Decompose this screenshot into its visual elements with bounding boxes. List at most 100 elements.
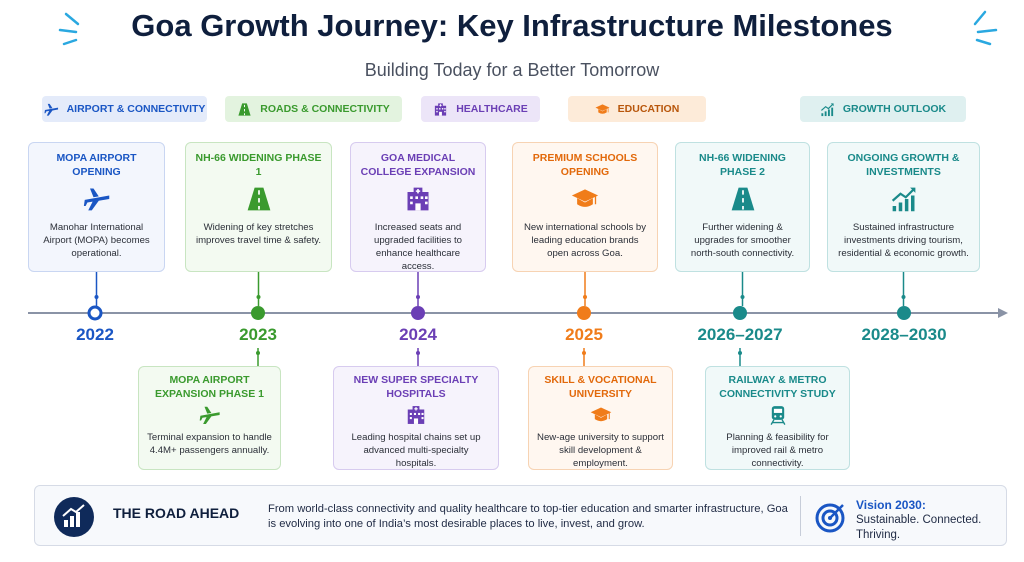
card-icon (194, 181, 323, 217)
milestone-card: MOPA AIRPORT EXPANSION PHASE 1 Terminal e… (138, 366, 281, 470)
legend-pill: GROWTH OUTLOOK (800, 96, 966, 122)
sparkle-right (973, 10, 998, 46)
card-icon (537, 401, 664, 429)
card-title: SKILL & VOCATIONAL UNIVERSITY (544, 374, 657, 400)
connector-dot (256, 351, 260, 355)
card-text: Widening of key stretches improves trave… (195, 222, 322, 246)
train-icon (770, 406, 785, 425)
card-text: Increased seats and upgraded facilities … (374, 222, 462, 272)
legend-pill: AIRPORT & CONNECTIVITY (42, 96, 207, 122)
connector-dot (416, 295, 420, 299)
card-icon (342, 401, 490, 429)
card-icon (714, 401, 841, 429)
card-icon (836, 181, 971, 217)
year-label: 2028–2030 (861, 325, 947, 344)
card-title: MOPA AIRPORT OPENING (56, 152, 137, 178)
card-title: NEW SUPER SPECIALTY HOSPITALS (353, 374, 479, 400)
milestone-card: NH-66 WIDENING PHASE 2 Further widening &… (675, 142, 810, 272)
legend-label: HEALTHCARE (456, 103, 528, 115)
plane-icon (199, 406, 220, 424)
cap-icon (595, 103, 610, 114)
year-label: 2023 (239, 325, 277, 344)
year-label: 2025 (565, 325, 603, 344)
card-text: Planning & feasibility for improved rail… (726, 432, 829, 469)
card-text: New-age university to support skill deve… (537, 432, 664, 469)
card-title: NH-66 WIDENING PHASE 1 (195, 152, 322, 178)
road-icon (731, 187, 754, 211)
legend-pill: HEALTHCARE (421, 96, 540, 122)
card-icon (521, 181, 649, 217)
card-title: ONGOING GROWTH & INVESTMENTS (847, 152, 960, 178)
milestone-card: PREMIUM SCHOOLS OPENING New international… (512, 142, 658, 272)
year-label: 2022 (76, 325, 114, 344)
connector-dot (740, 295, 745, 299)
milestone-card: NH-66 WIDENING PHASE 1 Widening of key st… (185, 142, 332, 272)
sparkle-left (58, 12, 80, 46)
card-text: Leading hospital chains set up advanced … (351, 432, 481, 469)
timeline-node (897, 306, 911, 320)
hospital-icon (435, 102, 447, 116)
milestone-card: MOPA AIRPORT OPENING Manohar Internationa… (28, 142, 165, 272)
card-icon (37, 181, 156, 217)
vision-icon (815, 503, 845, 533)
milestone-card: NEW SUPER SPECIALTY HOSPITALS Leading hos… (333, 366, 499, 470)
year-label: 2026–2027 (697, 325, 783, 344)
vision-text: Sustainable. Connected. Thriving. (856, 514, 982, 541)
connector-dot (256, 295, 261, 299)
card-text: Further widening & upgrades for smoother… (690, 222, 795, 259)
chart-icon (891, 187, 915, 212)
legend-pill: ROADS & CONNECTIVITY (225, 96, 402, 122)
milestone-card: ONGOING GROWTH & INVESTMENTS Sustained in… (827, 142, 980, 272)
footer-text: From world-class connectivity and qualit… (268, 503, 788, 530)
hospital-icon (407, 187, 429, 211)
timeline-node (733, 306, 747, 320)
card-title: PREMIUM SCHOOLS OPENING (532, 152, 638, 178)
cap-icon (571, 189, 599, 207)
card-text: Manohar International Airport (MOPA) bec… (43, 222, 150, 259)
road-icon (247, 187, 270, 211)
plane-icon (44, 103, 58, 116)
connector-dot (416, 351, 420, 355)
timeline-node (577, 306, 591, 320)
chart-icon (820, 102, 834, 116)
connector-dot (901, 295, 906, 299)
card-icon (684, 181, 801, 217)
card-text: New international schools by leading edu… (523, 222, 647, 259)
connector-dot (738, 351, 742, 355)
card-icon (359, 181, 477, 217)
card-title: GOA MEDICAL COLLEGE EXPANSION (360, 152, 476, 178)
card-icon (147, 401, 272, 429)
legend-pill: EDUCATION (568, 96, 706, 122)
hospital-icon (407, 406, 425, 424)
year-label: 2024 (399, 325, 437, 344)
legend-label: AIRPORT & CONNECTIVITY (66, 103, 206, 115)
footer-heading: THE ROAD AHEAD (113, 505, 240, 521)
connector-dot (582, 351, 586, 355)
card-title: NH-66 WIDENING PHASE 2 (699, 152, 786, 178)
milestone-card: GOA MEDICAL COLLEGE EXPANSION Increased s… (350, 142, 486, 272)
card-title: RAILWAY & METRO CONNECTIVITY STUDY (719, 374, 836, 400)
road-icon (238, 102, 251, 116)
milestone-card: RAILWAY & METRO CONNECTIVITY STUDY Planni… (705, 366, 850, 470)
card-text: Sustained infrastructure investments dri… (838, 222, 969, 259)
title: Goa Growth Journey: Key Infrastructure M… (131, 8, 893, 43)
milestone-card: SKILL & VOCATIONAL UNIVERSITY New-age uni… (528, 366, 673, 470)
legend-label: ROADS & CONNECTIVITY (260, 103, 390, 115)
vision-title: Vision 2030: (856, 498, 926, 512)
footer: THE ROAD AHEAD From world-class connecti… (34, 485, 1007, 546)
subtitle: Building Today for a Better Tomorrow (364, 60, 660, 80)
footer-icon (54, 497, 94, 537)
plane-icon (83, 188, 109, 211)
timeline-node (411, 306, 425, 320)
footer-divider (800, 496, 801, 536)
card-title: MOPA AIRPORT EXPANSION PHASE 1 (155, 374, 264, 400)
connector-dot (94, 295, 99, 299)
timeline-node (87, 305, 103, 321)
timeline-node (251, 306, 265, 320)
card-text: Terminal expansion to handle 4.4M+ passe… (147, 432, 272, 456)
legend-label: EDUCATION (617, 103, 680, 115)
connector-dot (583, 295, 587, 299)
